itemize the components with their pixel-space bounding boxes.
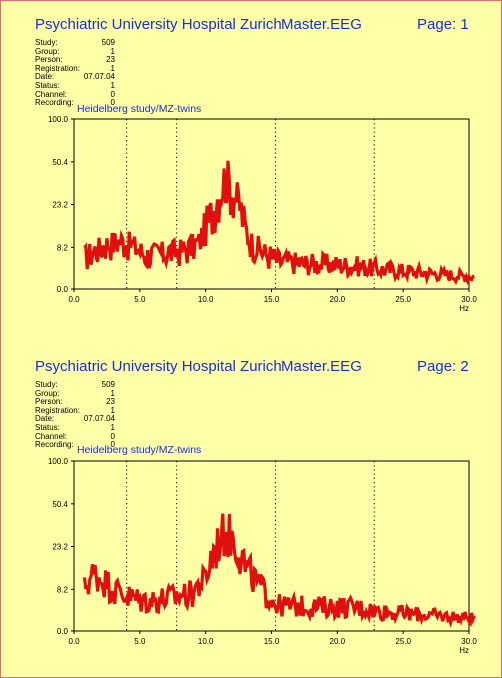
x-tick-label: 0.0	[68, 637, 80, 646]
meta-row: Recording: 0	[35, 98, 115, 108]
x-tick-label: 30.0	[461, 637, 477, 646]
x-tick-label: 5.0	[134, 637, 146, 646]
x-axis-unit-label: Hz	[459, 304, 469, 313]
x-tick-label: 15.0	[264, 295, 280, 304]
x-tick-label: 10.0	[198, 637, 214, 646]
y-tick-label: 8.2	[57, 243, 69, 252]
meta-row: Recording: 0	[35, 440, 115, 450]
page1-page-label: Page: 1	[417, 16, 469, 33]
meta-row: Channel: 0	[35, 431, 115, 441]
meta-row: Person: 23	[35, 397, 115, 407]
page1-hospital-title: Psychiatric University Hospital Zurich	[35, 16, 282, 33]
meta-row: Person: 23	[35, 55, 115, 65]
meta-row: Status: 1	[35, 422, 115, 432]
spectrum-line	[82, 513, 476, 629]
y-tick-label: 23.2	[52, 543, 68, 552]
meta-row: Group: 1	[35, 46, 115, 56]
y-tick-label: 50.4	[52, 158, 68, 167]
x-tick-label: 30.0	[461, 295, 477, 304]
meta-row: Group: 1	[35, 388, 115, 398]
meta-row: Date: 07.07.04	[35, 414, 115, 424]
y-tick-label: 50.4	[52, 500, 68, 509]
x-tick-label: 20.0	[330, 295, 346, 304]
meta-row: Registration: 1	[35, 63, 115, 73]
meta-row: Channel: 0	[35, 89, 115, 99]
page2-hospital-title: Psychiatric University Hospital Zurich	[35, 358, 282, 375]
y-tick-label: 8.2	[57, 585, 69, 594]
x-axis-unit-label: Hz	[459, 646, 469, 655]
meta-row: Registration: 1	[35, 405, 115, 415]
page1-spectrum-chart: 0.0 8.2 23.2 50.4 100.0 0.0 5.0 10.0 15.0 20.0 25.…	[48, 115, 477, 313]
page2-file-name: Master.EEG	[281, 358, 362, 375]
meta-row: Status: 1	[35, 80, 115, 90]
x-tick-label: 25.0	[395, 295, 411, 304]
meta-row: Study: 509	[35, 380, 115, 389]
x-tick-label: 20.0	[330, 637, 346, 646]
page1-chart-title: Heidelberg study/MZ-twins	[77, 103, 202, 115]
x-tick-label: 10.0	[198, 295, 214, 304]
x-tick-label: 15.0	[264, 637, 280, 646]
meta-row: Study: 509	[35, 38, 115, 47]
spectrum-line	[83, 160, 475, 286]
page2-spectrum-chart: 0.0 8.2 23.2 50.4 100.0 0.0 5.0 10.0 15.0 20.0 25.…	[48, 457, 477, 655]
page2-page-label: Page: 2	[417, 358, 469, 375]
y-tick-label: 100.0	[48, 457, 69, 466]
x-tick-label: 0.0	[68, 295, 80, 304]
meta-row: Date: 07.07.04	[35, 72, 115, 82]
page2-meta-block: Study: 509 Group: 1 Person: 23 Registration…	[35, 380, 115, 450]
page1-meta-block: Study: 509 Group: 1 Person: 23 Registration…	[35, 38, 115, 108]
y-tick-label: 0.0	[57, 285, 69, 294]
page1-file-name: Master.EEG	[281, 16, 362, 33]
x-tick-label: 5.0	[134, 295, 146, 304]
y-tick-label: 100.0	[48, 115, 69, 124]
x-tick-label: 25.0	[395, 637, 411, 646]
y-tick-label: 0.0	[57, 627, 69, 636]
y-tick-label: 23.2	[52, 201, 68, 210]
plot-frame	[73, 118, 470, 290]
page2-chart-title: Heidelberg study/MZ-twins	[77, 444, 202, 456]
